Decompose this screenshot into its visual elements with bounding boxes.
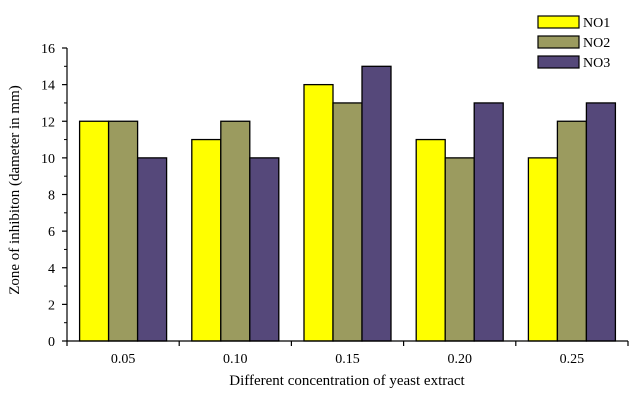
y-tick-label: 10 xyxy=(41,152,55,167)
x-tick-label: 0.20 xyxy=(447,352,472,367)
legend-swatch-no3 xyxy=(537,55,580,69)
y-tick-label: 2 xyxy=(48,298,55,313)
x-axis-label: Different concentration of yeast extract xyxy=(229,373,465,389)
bar-no3-0.25 xyxy=(585,102,617,342)
bar-no3-0.15 xyxy=(361,65,392,342)
x-ticks: 0.05 0.10 0.15 0.20 0.25 xyxy=(66,341,629,367)
legend-label-no3: NO3 xyxy=(583,56,610,71)
x-tick-label: 0.15 xyxy=(335,352,360,367)
y-tick-label: 0 xyxy=(48,335,55,350)
y-tick-label: 8 xyxy=(48,189,55,204)
bar-no2-0.15 xyxy=(332,102,363,342)
y-axis-label: Zone of inhibiton (dameter in mm) xyxy=(7,85,23,295)
y-tick-label: 4 xyxy=(48,262,55,277)
x-tick-label: 0.05 xyxy=(111,352,136,367)
bar-no1-0.25 xyxy=(527,157,559,342)
legend-swatch-no1 xyxy=(537,15,580,29)
legend-label-no1: NO1 xyxy=(583,16,610,31)
legend: NO1 NO2 NO3 xyxy=(537,15,610,71)
bar-no2-0.05 xyxy=(107,120,139,342)
legend-swatch-no2 xyxy=(537,35,580,49)
bars-layer xyxy=(78,65,617,342)
bar-no3-0.05 xyxy=(136,157,168,342)
y-tick-label: 6 xyxy=(48,225,55,240)
bar-no3-0.10 xyxy=(249,157,280,342)
bar-no3-0.20 xyxy=(473,102,504,342)
y-ticks: 0 2 4 6 8 10 12 14 16 xyxy=(41,42,67,350)
bar-no1-0.15 xyxy=(303,83,334,342)
bar-no1-0.20 xyxy=(415,138,446,342)
y-tick-label: 14 xyxy=(41,79,55,94)
bar-no1-0.10 xyxy=(191,138,222,342)
bar-no1-0.05 xyxy=(78,120,110,342)
legend-label-no2: NO2 xyxy=(583,36,610,51)
x-tick-label: 0.25 xyxy=(560,352,585,367)
x-tick-label: 0.10 xyxy=(223,352,248,367)
y-tick-label: 16 xyxy=(41,42,55,57)
y-tick-label: 12 xyxy=(41,115,55,130)
bar-no2-0.10 xyxy=(220,120,251,342)
bar-no2-0.25 xyxy=(556,120,588,342)
bar-no2-0.20 xyxy=(444,157,475,342)
